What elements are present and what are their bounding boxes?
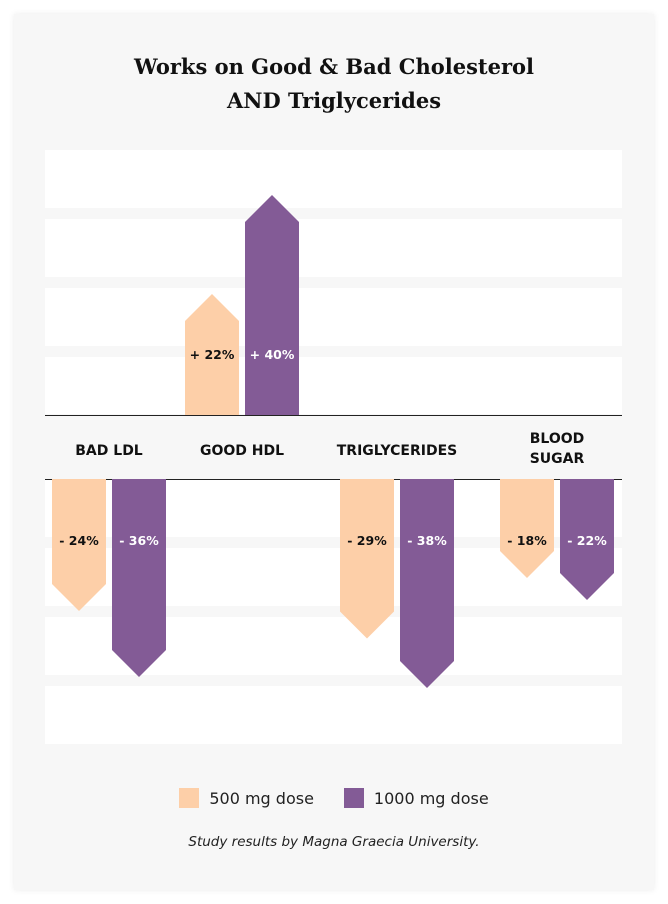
grid-band — [45, 686, 622, 744]
legend-label-500mg: 500 mg dose — [209, 788, 314, 808]
chart-title-line-1: Works on Good & Bad Cholesterol — [133, 54, 535, 79]
bar-500mg-0 — [52, 479, 106, 611]
bar-500mg-2 — [340, 479, 394, 639]
bar-1000mg-0 — [112, 479, 166, 677]
footnote: Study results by Magna Graecia Universit… — [188, 834, 480, 850]
chart-title-line-2: AND Triglycerides — [226, 88, 442, 113]
legend-swatch-500mg — [179, 788, 200, 808]
bar-500mg-1 — [185, 294, 239, 415]
data-label: - 38% — [407, 533, 447, 548]
grid-band — [45, 150, 622, 208]
legend-item-500mg: 500 mg dose — [179, 788, 314, 808]
legend-item-1000mg: 1000 mg dose — [343, 788, 489, 808]
category-label: BLOOD — [530, 431, 585, 447]
grid-band — [45, 219, 622, 277]
data-label: - 29% — [347, 533, 387, 548]
legend-label-1000mg: 1000 mg dose — [373, 788, 489, 808]
bar-1000mg-1 — [245, 195, 299, 415]
data-label: - 36% — [119, 533, 159, 548]
category-label: TRIGLYCERIDES — [337, 443, 458, 459]
bar-1000mg-2 — [400, 479, 454, 688]
data-label: - 18% — [507, 533, 547, 548]
data-label: - 22% — [567, 533, 607, 548]
data-label: + 22% — [190, 347, 235, 362]
category-label: SUGAR — [530, 451, 585, 467]
category-label: GOOD HDL — [200, 443, 284, 459]
data-label: + 40% — [250, 347, 295, 362]
legend-swatch-1000mg — [343, 788, 364, 808]
chart-title: Works on Good & Bad Cholesterol AND Trig… — [0, 50, 668, 118]
category-label: BAD LDL — [75, 443, 143, 459]
grid-band — [45, 288, 622, 346]
grid-band — [45, 357, 622, 414]
bar-1000mg-3 — [560, 479, 614, 600]
data-label: - 24% — [59, 533, 99, 548]
legend: 500 mg dose 1000 mg dose — [0, 784, 668, 812]
bar-500mg-3 — [500, 479, 554, 578]
